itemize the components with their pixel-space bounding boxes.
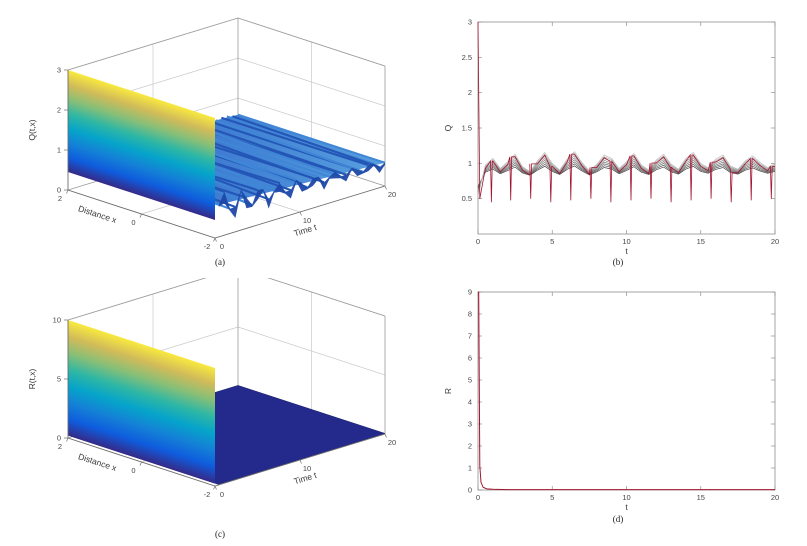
svg-text:0: 0 <box>220 242 224 251</box>
svg-text:2: 2 <box>57 106 61 115</box>
series <box>477 21 776 203</box>
svg-text:0: 0 <box>220 490 224 499</box>
svg-text:5: 5 <box>550 493 554 502</box>
ticks <box>477 291 776 491</box>
subplot-caption-d: (d) <box>612 514 624 524</box>
svg-text:10: 10 <box>53 316 61 325</box>
svg-text:2: 2 <box>468 88 472 97</box>
svg-text:20: 20 <box>388 438 396 447</box>
svg-text:3: 3 <box>57 66 61 75</box>
initial-wall <box>68 320 215 484</box>
svg-text:10: 10 <box>303 464 311 473</box>
svg-text:t: t <box>625 246 628 256</box>
svg-text:0: 0 <box>57 434 61 443</box>
svg-text:0: 0 <box>131 218 135 227</box>
ticks <box>64 69 387 242</box>
svg-text:9: 9 <box>468 288 472 297</box>
svg-text:1: 1 <box>468 159 472 168</box>
svg-text:Distance x: Distance x <box>77 451 119 473</box>
svg-text:t: t <box>625 502 628 512</box>
svg-text:0: 0 <box>468 486 472 495</box>
svg-text:Time t: Time t <box>293 470 319 487</box>
svg-text:2: 2 <box>58 442 62 451</box>
svg-text:Time t: Time t <box>293 222 319 239</box>
red-spike-line <box>477 21 775 203</box>
svg-text:Distance x: Distance x <box>77 203 119 225</box>
svg-text:1: 1 <box>57 146 61 155</box>
svg-text:10: 10 <box>622 237 630 246</box>
bundle-line <box>477 157 776 193</box>
svg-text:5: 5 <box>57 375 61 384</box>
svg-text:0: 0 <box>476 493 480 502</box>
svg-text:R: R <box>443 388 453 394</box>
svg-text:-2: -2 <box>204 490 211 499</box>
svg-text:15: 15 <box>697 237 705 246</box>
svg-text:0: 0 <box>57 186 61 195</box>
svg-text:Q: Q <box>443 124 453 131</box>
line-plot-q: 0 5 10 15 20 0.5 1 1.5 2 2.5 3 t Q <box>443 18 779 257</box>
ticks <box>64 319 387 490</box>
subplot-caption-c: (c) <box>215 529 225 539</box>
svg-text:6: 6 <box>468 354 472 363</box>
svg-text:R(t,x): R(t,x) <box>27 368 37 389</box>
svg-text:3: 3 <box>468 18 472 27</box>
bundle-line <box>477 153 776 195</box>
subplot-caption-b: (b) <box>612 257 624 267</box>
svg-text:10: 10 <box>622 493 630 502</box>
subplot-b-line-q: 0 5 10 15 20 0.5 1 1.5 2 2.5 3 t Q (b) <box>435 8 801 274</box>
svg-text:5: 5 <box>550 237 554 246</box>
subplot-a-surface-q: 0 1 2 3 2 0 -2 0 10 20 Distance x Time t Q(t,x) (a) <box>5 4 435 274</box>
svg-text:7: 7 <box>468 332 472 341</box>
subplot-d-line-r: 0 5 10 15 20 0 1 2 3 4 5 6 7 8 9 t R (d) <box>435 280 801 540</box>
svg-text:0: 0 <box>131 466 135 475</box>
initial-wall <box>68 70 215 220</box>
red-line <box>478 291 775 491</box>
svg-text:20: 20 <box>388 190 396 199</box>
svg-text:8: 8 <box>468 310 472 319</box>
svg-text:Q(t,x): Q(t,x) <box>27 119 37 140</box>
svg-text:3: 3 <box>468 420 472 429</box>
jagged-edge <box>218 162 385 218</box>
svg-text:4: 4 <box>468 398 472 407</box>
bundle-line <box>477 165 776 187</box>
svg-text:20: 20 <box>771 493 779 502</box>
ticks <box>477 21 776 234</box>
svg-text:0.5: 0.5 <box>462 194 472 203</box>
svg-text:5: 5 <box>468 376 472 385</box>
subplot-c-surface-r: 0 5 10 2 0 -2 0 10 20 Distance x Time t R(t,x) (c) <box>5 278 435 544</box>
svg-text:-2: -2 <box>204 242 211 251</box>
svg-text:20: 20 <box>771 237 779 246</box>
line-plot-r: 0 5 10 15 20 0 1 2 3 4 5 6 7 8 9 t R <box>443 288 779 513</box>
svg-text:1: 1 <box>468 464 472 473</box>
svg-text:15: 15 <box>697 493 705 502</box>
svg-text:2: 2 <box>468 442 472 451</box>
subplot-caption-a: (a) <box>215 257 225 267</box>
svg-text:2.5: 2.5 <box>462 53 472 62</box>
svg-text:2: 2 <box>58 194 62 203</box>
bundle-line <box>477 159 776 191</box>
axes-box <box>477 291 776 491</box>
svg-text:10: 10 <box>303 216 311 225</box>
svg-text:1.5: 1.5 <box>462 124 472 133</box>
svg-text:0: 0 <box>476 237 480 246</box>
series <box>478 291 775 491</box>
axes-box <box>477 21 776 235</box>
bundle-line <box>477 151 776 196</box>
